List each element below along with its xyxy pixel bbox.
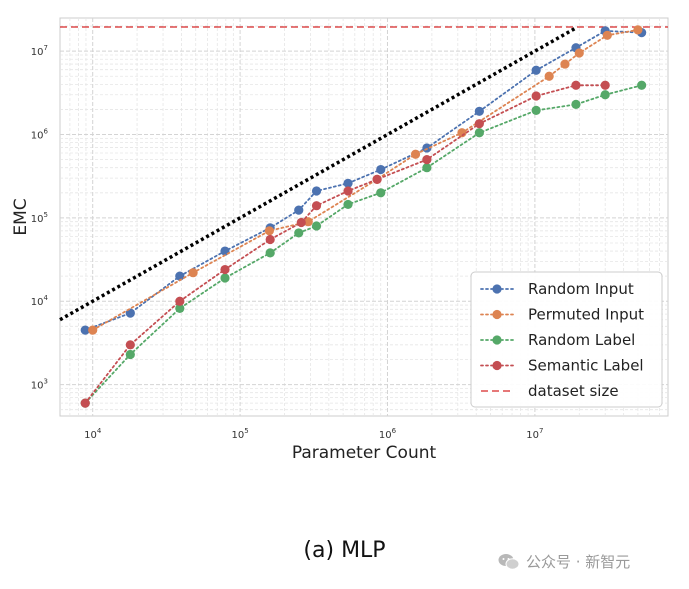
data-point-random-label [474,128,484,138]
data-point-random-label [311,221,322,231]
data-point-semantic-label [474,119,484,129]
data-point-semantic-label [372,174,382,184]
data-point-random-label [600,90,610,100]
data-point-permuted-input [303,217,313,227]
data-point-semantic-label [343,186,353,196]
legend-label: Permuted Input [528,306,644,324]
legend-item-permuted-input: Permuted Input [480,306,644,324]
data-point-permuted-input [574,48,584,58]
legend-swatch-marker [492,309,502,320]
data-point-random-label [376,188,386,198]
x-axis-label: Parameter Count [292,443,437,463]
y-tick-label: 105 [31,211,48,225]
legend-item-semantic-label: Semantic Label [480,357,644,375]
data-point-permuted-input [88,325,98,335]
data-point-permuted-input [560,59,570,69]
legend-swatch-marker [492,335,502,345]
x-tick-label: 107 [526,427,543,441]
data-point-permuted-input [188,268,198,278]
data-point-semantic-label [531,91,541,101]
data-point-random-input [376,164,386,175]
data-point-random-label [294,228,304,238]
y-axis-label: EMC [11,198,31,235]
data-point-semantic-label [571,80,581,90]
reference-lines [59,26,668,322]
y-tick-label: 107 [31,44,48,58]
data-point-permuted-input [264,226,274,236]
data-point-random-input [294,205,304,215]
data-point-random-label [265,248,275,258]
data-point-random-input [311,186,322,196]
data-point-random-label [220,273,230,283]
data-point-semantic-label [422,155,432,165]
data-point-random-label [343,199,353,210]
data-point-semantic-label [220,264,230,275]
data-point-permuted-input [602,30,612,40]
legend-label: dataset size [528,382,619,400]
x-tick-label: 105 [231,427,248,441]
data-point-semantic-label [600,80,610,90]
data-point-random-label [422,163,432,173]
y-tick-labels: 103 104 105 106 107 [31,44,49,391]
series-semantic-label [80,80,610,408]
data-point-random-label [571,99,581,109]
series-line-permuted-input [91,28,639,332]
x-tick-labels: 104 105 106 107 [84,427,543,441]
data-point-random-input [474,106,484,116]
y-tick-label: 106 [31,128,49,142]
data-point-semantic-label [125,340,135,350]
reference-diagonal-line [59,26,577,322]
watermark: 公众号 · 新智元 [498,551,630,572]
wechat-icon [498,553,520,570]
series-line-semantic-label [84,84,607,405]
data-point-random-label [637,80,647,90]
data-point-semantic-label [80,398,90,408]
y-tick-label: 103 [31,378,48,392]
data-point-random-label [125,349,135,360]
data-point-random-input [175,271,185,281]
legend-label: Semantic Label [528,357,644,375]
data-point-random-label [531,105,541,115]
x-tick-label: 106 [379,427,397,441]
legend-item-dataset-size: dataset size [481,382,619,400]
data-point-random-input [80,325,90,335]
legend: Random Input Permuted Input Random Label Se… [470,271,663,408]
series-layer [80,25,647,408]
legend-item-random-label: Random Label [480,331,635,349]
figure-caption: (a) MLP [303,538,386,563]
watermark-text: 公众号 · 新智元 [526,553,631,571]
data-point-random-input [531,65,541,75]
data-point-random-input [343,178,353,188]
data-point-semantic-label [265,234,275,245]
legend-label: Random Label [528,331,635,349]
y-tick-label: 104 [31,294,49,308]
data-point-random-label [175,303,185,314]
legend-swatch-marker [492,284,502,294]
legend-box [470,271,663,408]
data-point-semantic-label [311,201,322,211]
series-random-label [80,80,647,408]
data-point-permuted-input [633,25,643,35]
legend-item-random-input: Random Input [480,280,634,298]
x-tick-label: 104 [84,427,102,441]
legend-label: Random Input [528,280,634,298]
data-point-permuted-input [410,149,421,159]
data-point-semantic-label [296,217,306,228]
legend-swatch-marker [492,360,502,371]
data-point-permuted-input [544,71,554,81]
data-point-semantic-label [175,296,185,306]
